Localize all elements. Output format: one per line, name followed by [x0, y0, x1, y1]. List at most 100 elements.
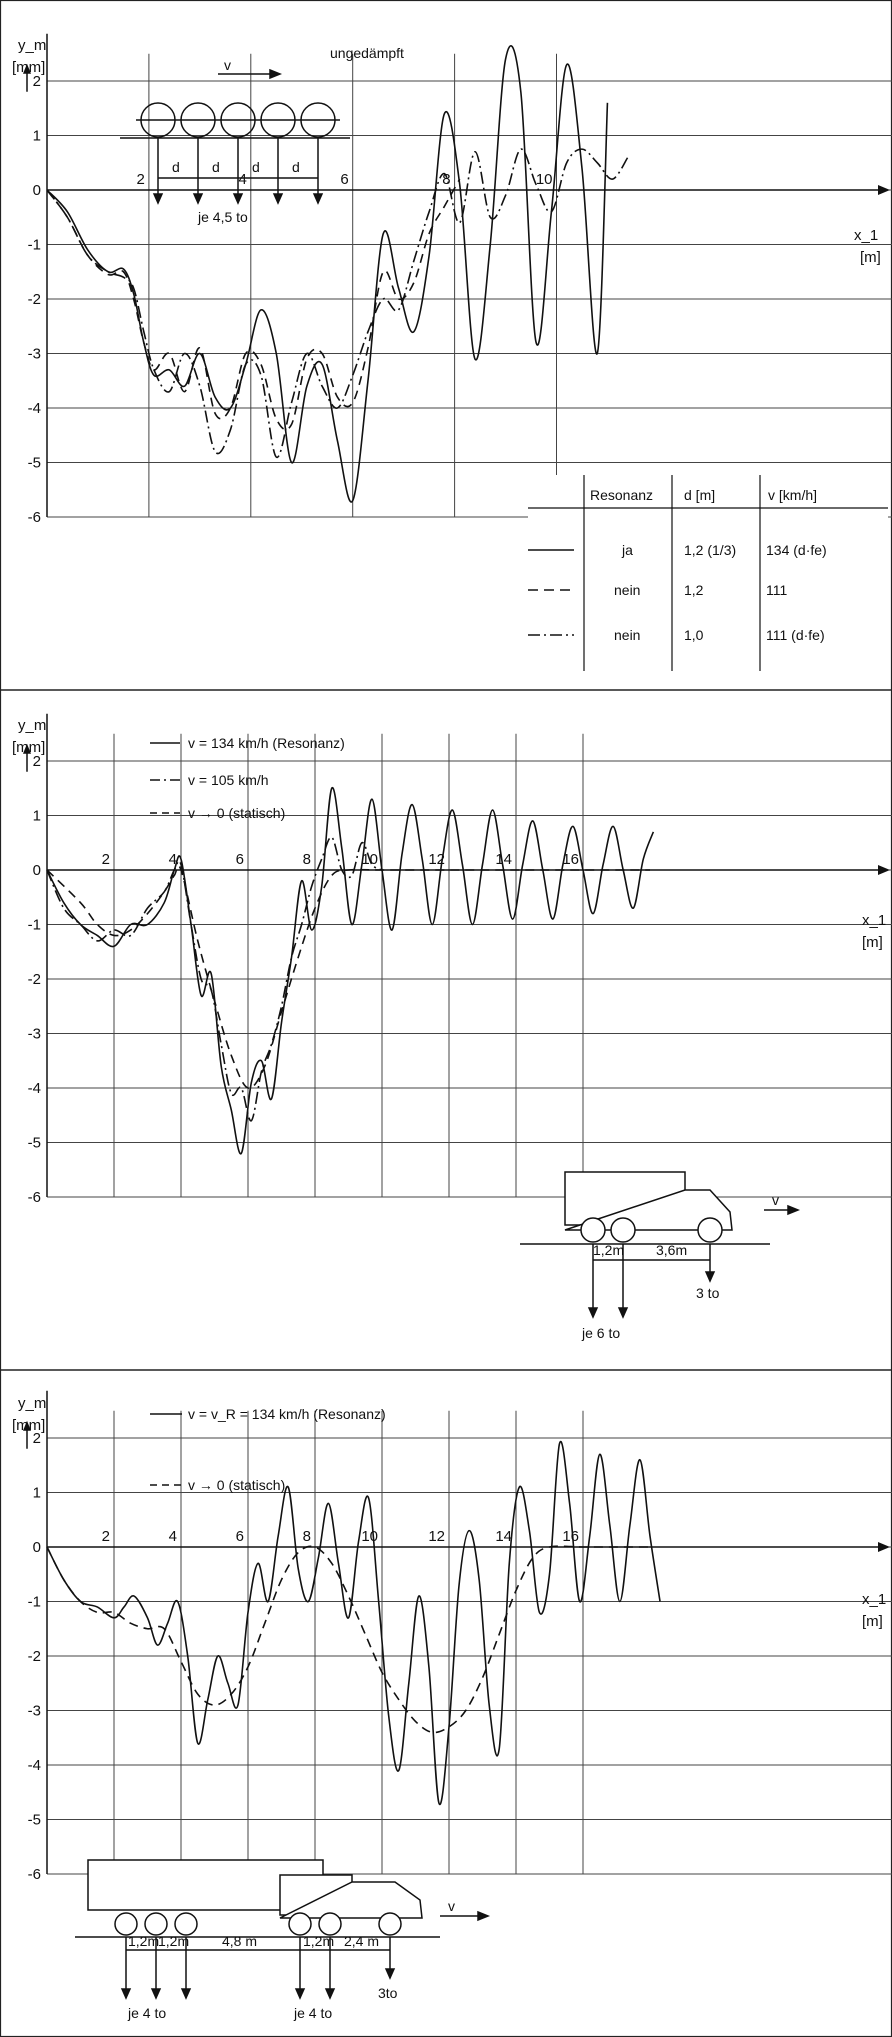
x-axis-arrow [878, 1542, 890, 1552]
x-axis-arrow [878, 865, 890, 875]
grid [47, 53, 892, 518]
spacing-label: d [172, 159, 180, 175]
wheel [697, 1217, 723, 1243]
y-tick-label: -6 [28, 1866, 41, 1883]
y-tick-label: -1 [28, 237, 41, 254]
load-label: je 4 to [127, 2005, 166, 2021]
y-tick-label: 2 [33, 753, 41, 770]
legend-label: v = v_R = 134 km/h (Resonanz) [188, 1406, 386, 1422]
y-tick-label: 0 [33, 862, 41, 879]
legend-header: Resonanz [590, 487, 653, 503]
grid [47, 733, 892, 1198]
y-axis-arrowhead [23, 1420, 31, 1431]
wheel [114, 1912, 138, 1936]
wheel [580, 1217, 606, 1243]
x-tick-label: 12 [428, 1528, 445, 1545]
legend-cell: 111 [766, 582, 787, 598]
legend-header: d [m] [684, 487, 715, 503]
y-axis-label: y_m [18, 1395, 46, 1412]
y-axis-arrowhead [23, 63, 31, 74]
trailer-truck-inset [75, 1859, 491, 2000]
x-tick-label: 4 [238, 171, 246, 188]
y-tick-label: 1 [33, 808, 41, 825]
legend-cell: 111 (d·fe) [766, 627, 825, 643]
chart-panel-3: 210-1-2-3-4-5-62 4 6 8 10 12 14 16 y_m [mm] x_1… [12, 1390, 892, 2021]
y-tick-label: -5 [28, 1135, 41, 1152]
velocity-arrowhead [269, 68, 283, 80]
legend-cell: 134 (d·fe) [766, 542, 827, 558]
wheel [378, 1912, 402, 1936]
x-tick-label: 2 [102, 1528, 110, 1545]
y-tick-label: 2 [33, 1430, 41, 1447]
wheel [288, 1912, 312, 1936]
y-axis-label: y_m [18, 37, 46, 54]
legend-cell: nein [614, 627, 640, 643]
y-axis-unit: [mm] [12, 739, 45, 756]
x-axis-label: x_1 [862, 912, 886, 929]
series-line-solid [46, 787, 655, 1155]
legend-label: v = 105 km/h [188, 772, 269, 788]
y-tick-label: 2 [33, 73, 41, 90]
x-tick-label: 14 [495, 851, 512, 868]
y-tick-label: -3 [28, 1703, 41, 1720]
y-tick-label: -6 [28, 509, 41, 526]
velocity-label: v [224, 57, 231, 73]
x-tick-label: 10 [361, 1528, 378, 1545]
y-tick-label: -1 [28, 917, 41, 934]
x-tick-label: 6 [340, 171, 348, 188]
legend-label: v = 134 km/h (Resonanz) [188, 735, 345, 751]
truck-inset [520, 1171, 801, 1319]
y-tick-label: -1 [28, 1594, 41, 1611]
spacing-label: d [252, 159, 260, 175]
legend-cell: ja [621, 542, 633, 558]
x-tick-label: 16 [562, 851, 579, 868]
grid [47, 1410, 892, 1875]
chart-panel-1: 210-1-2-3-4-5-62 4 6 8 10 y_m [mm] x_1 [m] u… [12, 33, 892, 671]
velocity-label: v [448, 1898, 455, 1914]
chart-title: ungedämpft [330, 45, 404, 61]
y-tick-label: -2 [28, 291, 41, 308]
x-tick-label: 6 [236, 851, 244, 868]
spacing-label: 1,2m [303, 1933, 334, 1949]
x-axis-unit: [m] [860, 249, 881, 266]
y-tick-label: -2 [28, 971, 41, 988]
y-tick-label: -2 [28, 1648, 41, 1665]
series-line-dashed [46, 1545, 650, 1734]
spacing-label: 1,2m [128, 1933, 159, 1949]
spacing-label: 1,2m [593, 1242, 624, 1258]
y-tick-label: -4 [28, 1757, 41, 1774]
y-tick-label: -5 [28, 455, 41, 472]
x-tick-label: 10 [536, 171, 553, 188]
x-axis-unit: [m] [862, 934, 883, 951]
x-axis-arrow [878, 185, 890, 195]
x-tick-label: 8 [303, 1528, 311, 1545]
x-tick-label: 8 [303, 851, 311, 868]
spacing-label: d [292, 159, 300, 175]
wheel-train-inset [120, 68, 350, 205]
spacing-label: d [212, 159, 220, 175]
spacing-label: 4,8 m [222, 1933, 257, 1949]
y-axis-label: y_m [18, 717, 46, 734]
x-axis-label: x_1 [854, 227, 878, 244]
series-line-dashdot [46, 836, 383, 1122]
wheel [610, 1217, 636, 1243]
axes: 210-1-2-3-4-5-62 4 6 8 10 12 14 16 [23, 1390, 890, 1883]
y-tick-label: -6 [28, 1189, 41, 1206]
legend-cell: 1,0 [684, 627, 704, 643]
y-tick-label: -3 [28, 346, 41, 363]
load-label: je 6 to [581, 1325, 620, 1341]
y-tick-label: 0 [33, 1539, 41, 1556]
axes: 210-1-2-3-4-5-62 4 6 8 10 12 14 16 [23, 713, 890, 1206]
x-axis-unit: [m] [862, 1613, 883, 1630]
y-tick-label: 1 [33, 1485, 41, 1502]
x-axis-label: x_1 [862, 1591, 886, 1608]
x-tick-label: 8 [442, 171, 450, 188]
legend-cell: 1,2 [684, 582, 704, 598]
spacing-label: 1,2m [158, 1933, 189, 1949]
wheel [144, 1912, 168, 1936]
series-line-dashdot [46, 148, 629, 458]
legend [150, 1413, 182, 1486]
y-tick-label: -4 [28, 1080, 41, 1097]
